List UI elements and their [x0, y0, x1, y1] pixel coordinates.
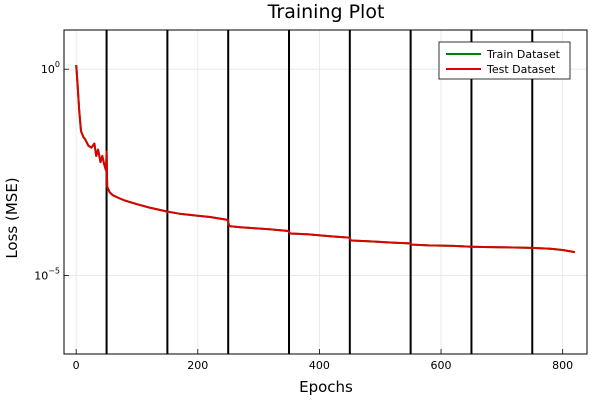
legend: Train Dataset Test Dataset: [438, 41, 571, 80]
x-tick-label: 800: [552, 359, 573, 372]
legend-box: [438, 41, 571, 80]
x-axis-label: Epochs: [299, 378, 353, 396]
train-dataset-line: [75, 65, 575, 254]
x-tick-label: 200: [187, 359, 208, 372]
y-tick-label: 100: [41, 60, 60, 76]
series-layer: [75, 65, 575, 254]
x-tick-label: 400: [309, 359, 330, 372]
grid-layer: [64, 30, 587, 354]
chart-title: Training Plot: [267, 1, 385, 23]
vertical-lines-layer: [105, 30, 534, 354]
test-dataset-line: [75, 65, 575, 254]
y-tick-label: 10−5: [34, 267, 60, 283]
tick-layer: 0 200 400 600 800 100 10−5: [34, 60, 573, 372]
legend-label-train: Train Dataset: [486, 48, 561, 61]
y-axis-label: Loss (MSE): [3, 177, 21, 258]
x-tick-label: 600: [431, 359, 452, 372]
x-tick-label: 0: [73, 359, 80, 372]
legend-label-test: Test Dataset: [486, 63, 556, 76]
plot-frame: [63, 29, 588, 355]
